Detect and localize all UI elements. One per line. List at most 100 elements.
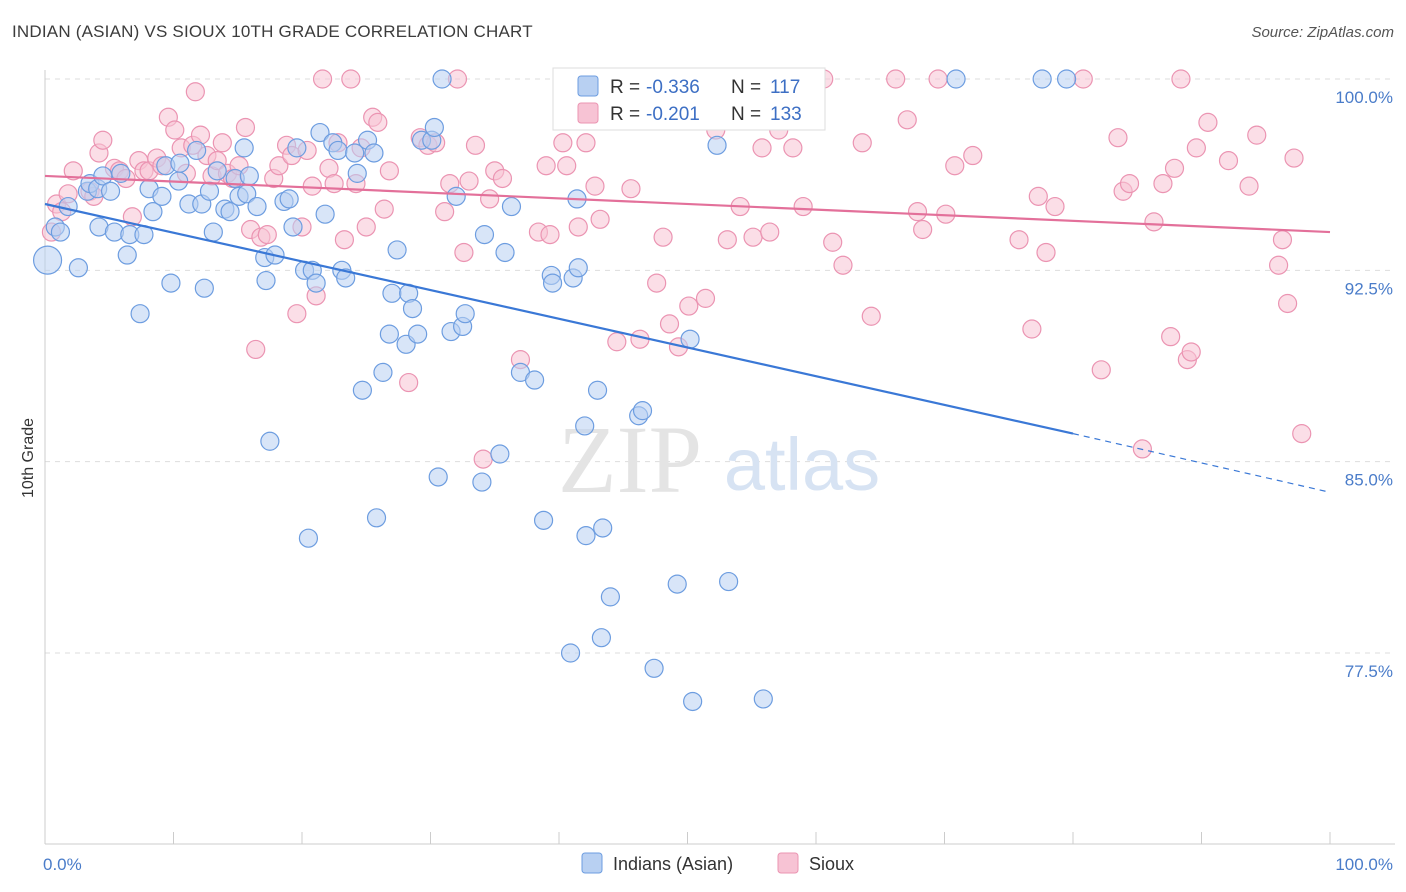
axes-layer [44, 70, 1395, 845]
indians-point-60 [364, 143, 384, 163]
sioux-point-70 [480, 189, 500, 209]
sioux-point-128 [1171, 69, 1191, 89]
indians-point-100 [644, 658, 664, 678]
indians-point-74 [432, 69, 452, 89]
indians-point-23 [170, 153, 190, 173]
indians-point-86 [533, 510, 554, 530]
indians-point-35 [234, 138, 254, 158]
sioux-point-131 [1186, 138, 1206, 158]
sioux-point-126 [1161, 327, 1181, 347]
indians-point-3 [58, 196, 78, 217]
sioux-point-72 [492, 168, 513, 189]
legend-r-value-sioux: -0.201 [646, 104, 700, 125]
legend-n-label-sioux: N = [731, 104, 761, 125]
trend-lines [44, 174, 1331, 493]
indians-trend-line [44, 202, 1074, 435]
x-tick-label-0: 0.0% [43, 855, 82, 874]
indians-point-63 [379, 324, 399, 344]
y-tick-label-1: 85.0% [1345, 471, 1393, 490]
sioux-point-89 [659, 314, 680, 334]
indians-point-30 [207, 161, 227, 181]
sioux-point-124 [1144, 212, 1164, 232]
chart-source: Source: ZipAtlas.com [1251, 24, 1394, 41]
indians-point-98 [632, 401, 653, 421]
indians-point-85 [524, 370, 545, 390]
sioux-point-85 [621, 179, 641, 199]
legend-swatch-indians [577, 75, 599, 97]
sioux-point-142 [760, 222, 780, 242]
bottom-swatch-sioux[interactable] [777, 852, 799, 874]
indians-point-101 [667, 574, 687, 594]
sioux-point-101 [823, 232, 843, 252]
indians-point-12 [111, 163, 131, 183]
legend-r-label-indians: R = [610, 77, 640, 98]
sioux-point-76 [540, 225, 560, 245]
sioux-point-44 [302, 176, 322, 196]
sioux-point-115 [1028, 186, 1048, 206]
sioux-point-113 [1009, 230, 1029, 250]
indians-point-96 [600, 587, 621, 607]
watermark: ZIP atlas [558, 406, 880, 513]
legend-n-label-indians: N = [731, 77, 761, 98]
indians-asian-points [32, 69, 1077, 712]
indians-point-78 [455, 304, 475, 324]
indians-point-88 [542, 273, 563, 293]
sioux-point-38 [269, 156, 289, 176]
sioux-points [41, 69, 1312, 469]
sioux-point-99 [783, 138, 803, 158]
sioux-point-139 [1284, 148, 1304, 168]
bottom-legend-sioux[interactable]: Sioux [809, 854, 854, 874]
indians-point-104 [707, 135, 727, 155]
indians-point-81 [490, 444, 510, 464]
indians-point-41 [260, 431, 280, 451]
sioux-point-140 [1292, 424, 1312, 444]
indians-point-76 [446, 186, 466, 206]
sioux-point-114 [1022, 319, 1042, 339]
indians-point-27 [194, 278, 214, 298]
sioux-point-75 [536, 156, 556, 176]
grid-layer [45, 78, 1395, 654]
indians-point-65 [387, 240, 407, 260]
sioux-point-134 [1239, 176, 1259, 196]
indians-point-19 [152, 186, 172, 206]
legend-top: R = -0.336 N = 117 R = -0.201 N = 133 [552, 67, 826, 131]
indians-point-80 [474, 225, 495, 245]
indians-point-58 [347, 163, 367, 183]
sioux-point-137 [1272, 230, 1293, 250]
sioux-point-68 [465, 135, 486, 155]
sioux-point-112 [963, 145, 983, 166]
sioux-point-135 [1247, 125, 1267, 145]
sioux-point-4 [63, 161, 83, 181]
sioux-point-141 [793, 196, 813, 217]
indians-point-73 [428, 467, 448, 487]
legend-swatch-sioux [577, 102, 599, 124]
sioux-point-103 [852, 133, 872, 153]
indians-point-109 [1056, 69, 1077, 89]
indians-point-18 [143, 202, 163, 222]
legend-r-value-indians: -0.336 [646, 77, 700, 98]
sioux-point-96 [743, 227, 763, 247]
sioux-point-58 [379, 161, 399, 181]
sioux-point-122 [1119, 173, 1140, 194]
indians-point-68 [402, 299, 423, 319]
indians-point-57 [345, 143, 365, 163]
sioux-point-81 [585, 176, 605, 196]
bottom-swatch-indians[interactable] [581, 852, 603, 874]
legend-bottom: Indians (Asian) Sioux [581, 852, 854, 874]
sioux-point-132 [1198, 112, 1218, 132]
sioux-point-111 [945, 156, 965, 176]
indians-point-72 [424, 117, 444, 138]
indians-point-105 [719, 571, 739, 592]
sioux-point-59 [399, 372, 419, 393]
bottom-legend-indians[interactable]: Indians (Asian) [613, 854, 733, 874]
watermark-atlas: atlas [724, 423, 880, 506]
sioux-point-63 [435, 202, 455, 222]
sioux-point-133 [1218, 151, 1239, 171]
sioux-point-54 [356, 217, 376, 237]
sioux-point-130 [1181, 342, 1201, 362]
sioux-point-106 [897, 110, 917, 130]
indians-point-37 [239, 166, 259, 186]
sioux-point-91 [679, 296, 699, 316]
indians-point-50 [306, 273, 326, 293]
sioux-point-77 [553, 133, 573, 153]
